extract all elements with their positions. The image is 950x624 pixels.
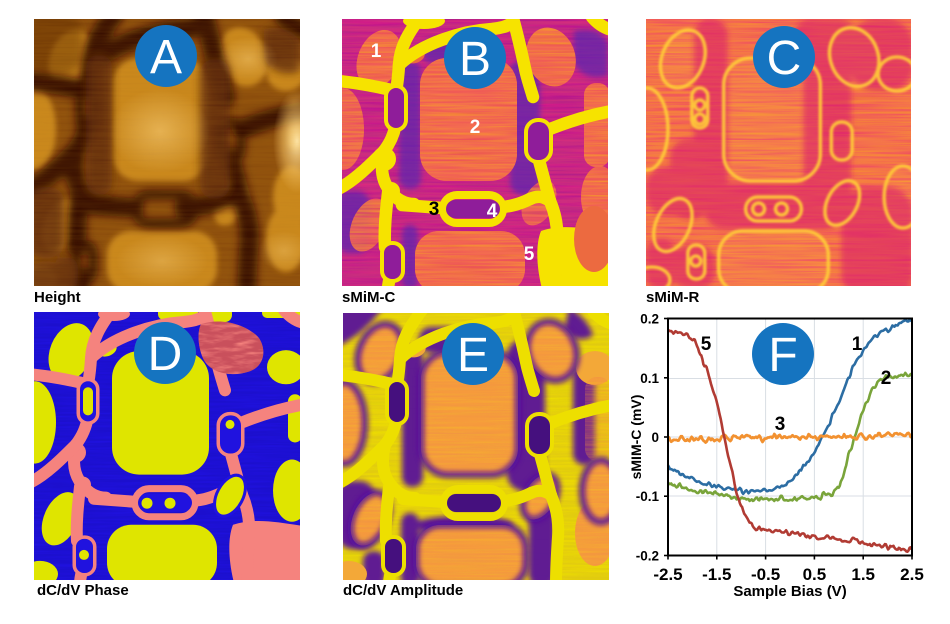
svg-text:4: 4	[487, 201, 498, 222]
svg-text:-0.5: -0.5	[751, 565, 780, 584]
svg-text:5: 5	[524, 244, 535, 265]
svg-text:0.2: 0.2	[640, 312, 659, 327]
svg-text:3: 3	[775, 414, 786, 435]
svg-text:3: 3	[429, 199, 440, 220]
svg-text:2.5: 2.5	[900, 565, 924, 584]
svg-text:-0.2: -0.2	[636, 549, 659, 564]
svg-text:1: 1	[371, 41, 382, 62]
svg-text:5: 5	[701, 334, 712, 355]
svg-text:-1.5: -1.5	[702, 565, 731, 584]
svg-text:0.5: 0.5	[803, 565, 827, 584]
svg-text:2: 2	[470, 117, 481, 138]
svg-text:-2.5: -2.5	[653, 565, 682, 584]
svg-text:Sample Bias (V): Sample Bias (V)	[733, 583, 846, 600]
svg-text:0: 0	[651, 430, 659, 445]
svg-text:-0.1: -0.1	[636, 489, 660, 504]
svg-text:2: 2	[881, 368, 892, 389]
svg-text:sMIM-C (mV): sMIM-C (mV)	[628, 395, 644, 480]
svg-text:0.1: 0.1	[640, 371, 659, 386]
svg-text:1: 1	[852, 334, 863, 355]
svg-text:1.5: 1.5	[851, 565, 875, 584]
